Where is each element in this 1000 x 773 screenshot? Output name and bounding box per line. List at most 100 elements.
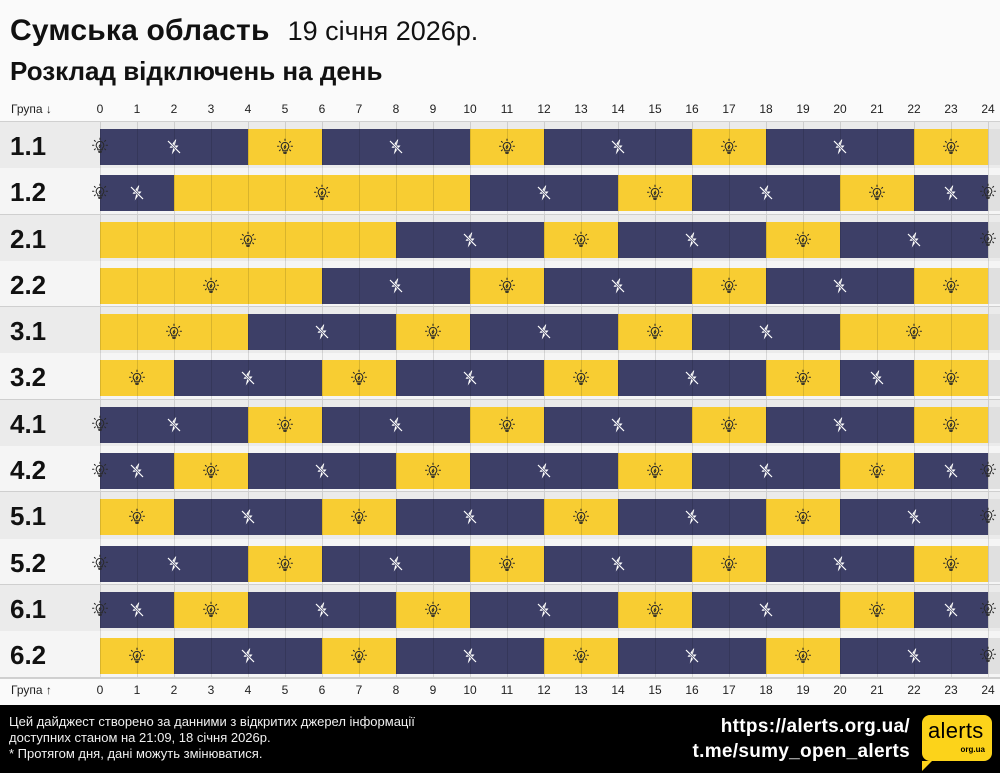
logo-subtext: org.ua [960,745,985,754]
hour-gridline [433,492,434,539]
hour-gridline [618,399,619,447]
hour-gridline [137,399,138,447]
hour-gridline [322,584,323,632]
power-restore-marker-icon [91,461,109,481]
hour-tick-label: 11 [500,102,514,116]
hour-gridline [951,538,952,584]
schedule-grid: 1.1 1.2 2.1 2.2 3.1 3.2 4.1 4.2 5.1 5.2 6.1 6.2 [0,122,1000,678]
hour-gridline [581,214,582,261]
power-on-segment [618,175,692,212]
power-on-segment [692,545,766,582]
power-on-segment [840,314,988,351]
no-power-icon [165,138,183,156]
hour-gridline [803,260,804,307]
no-power-icon [165,555,183,573]
group-row: 2.1 [0,214,1000,261]
row-end-cap [988,221,1000,258]
hour-tick-label: 7 [355,102,363,116]
outage-segment [618,638,766,675]
telegram-link[interactable]: t.me/sumy_open_alerts [692,741,910,762]
hour-gridline [729,631,730,677]
hour-gridline [507,584,508,632]
hour-gridline [988,584,989,632]
hour-gridline [174,122,175,169]
outage-segment [248,314,396,351]
power-on-segment [470,406,544,443]
website-link[interactable]: https://alerts.org.ua/ [720,716,910,737]
hour-gridline [470,168,471,214]
power-on-segment [322,638,396,675]
outage-segment [766,267,914,304]
hour-gridline [100,214,101,261]
outage-segment [544,406,692,443]
group-row: 5.1 [0,492,1000,539]
no-power-icon [461,231,479,249]
hour-tick-label: 7 [355,683,363,697]
power-on-segment [100,221,396,258]
no-power-icon [239,647,257,665]
group-label: 1.2 [10,177,47,208]
hour-gridline [840,446,841,492]
no-power-icon [239,369,257,387]
hour-gridline [507,214,508,261]
hour-gridline [951,214,952,261]
hour-tick-label: 24 [981,102,995,116]
hour-gridline [470,584,471,632]
hour-gridline [581,168,582,214]
group-label: 4.2 [10,455,47,486]
hour-gridline [470,446,471,492]
hour-gridline [618,492,619,539]
power-on-segment [470,267,544,304]
hour-gridline [803,631,804,677]
power-on-segment [914,267,988,304]
hour-gridline [655,260,656,307]
power-on-segment [766,499,840,536]
hour-gridline [729,168,730,214]
outage-segment [396,360,544,397]
no-power-icon [757,184,775,202]
hour-gridline [581,631,582,677]
hour-gridline [766,260,767,307]
hour-gridline [766,122,767,169]
hour-gridline [914,446,915,492]
lightbulb-icon [128,369,146,387]
hour-gridline [359,538,360,584]
hour-gridline [766,446,767,492]
hour-gridline [877,492,878,539]
group-label: 6.2 [10,640,47,671]
hour-gridline [285,631,286,677]
hour-gridline [692,584,693,632]
hour-gridline [914,122,915,169]
no-power-icon [905,231,923,249]
no-power-icon [757,601,775,619]
footer-line: Цей дайджест створено за данними з відкр… [9,714,415,729]
hour-gridline [914,538,915,584]
hour-gridline [211,538,212,584]
hour-gridline [137,214,138,261]
hour-gridline [248,446,249,492]
lightbulb-icon [498,416,516,434]
lightbulb-icon [128,508,146,526]
no-power-icon [831,416,849,434]
hour-gridline [433,260,434,307]
hour-tick-label: 16 [685,683,699,697]
hour-gridline [396,214,397,261]
lightbulb-icon [942,277,960,295]
lightbulb-icon [572,231,590,249]
power-on-segment [618,314,692,351]
lightbulb-icon [794,231,812,249]
lightbulb-icon [905,323,923,341]
hour-gridline [359,214,360,261]
hour-tick-label: 12 [537,683,551,697]
hour-gridline [322,446,323,492]
hour-gridline [618,214,619,261]
lightbulb-icon [720,277,738,295]
hour-gridline [359,122,360,169]
hour-gridline [877,446,878,492]
hour-gridline [951,399,952,447]
hour-gridline [729,446,730,492]
hour-gridline [988,122,989,169]
hour-gridline [581,492,582,539]
hour-gridline [655,399,656,447]
hour-gridline [988,399,989,447]
